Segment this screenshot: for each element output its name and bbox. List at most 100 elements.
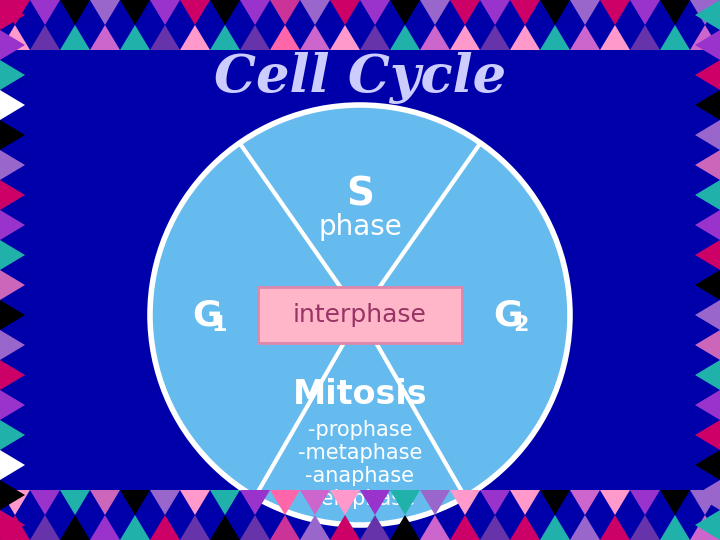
Polygon shape	[695, 330, 720, 360]
Polygon shape	[330, 515, 360, 540]
Text: Mitosis: Mitosis	[293, 379, 427, 411]
Polygon shape	[390, 0, 420, 25]
Polygon shape	[660, 490, 690, 515]
Polygon shape	[60, 0, 90, 25]
Polygon shape	[360, 515, 390, 540]
Polygon shape	[300, 515, 330, 540]
Polygon shape	[0, 510, 25, 540]
Polygon shape	[120, 490, 150, 515]
Polygon shape	[120, 515, 150, 540]
Polygon shape	[695, 120, 720, 150]
Polygon shape	[0, 480, 25, 510]
Polygon shape	[420, 490, 450, 515]
Polygon shape	[360, 0, 390, 25]
Polygon shape	[540, 0, 570, 25]
Polygon shape	[210, 0, 240, 25]
Polygon shape	[0, 390, 25, 420]
Polygon shape	[0, 210, 25, 240]
Polygon shape	[690, 490, 720, 515]
Polygon shape	[540, 490, 570, 515]
Polygon shape	[570, 0, 600, 25]
Polygon shape	[150, 25, 180, 50]
Polygon shape	[120, 25, 150, 50]
Text: 1: 1	[212, 315, 228, 335]
Text: -telophase: -telophase	[305, 489, 415, 509]
Polygon shape	[0, 515, 30, 540]
Polygon shape	[600, 490, 630, 515]
Text: -prophase: -prophase	[307, 420, 413, 440]
Polygon shape	[360, 490, 390, 515]
Polygon shape	[0, 0, 30, 25]
Polygon shape	[420, 0, 450, 25]
Polygon shape	[570, 25, 600, 50]
Polygon shape	[630, 490, 660, 515]
Text: S: S	[346, 176, 374, 214]
Polygon shape	[120, 0, 150, 25]
Polygon shape	[630, 0, 660, 25]
Polygon shape	[240, 0, 270, 25]
Text: phase: phase	[318, 213, 402, 241]
Polygon shape	[0, 270, 25, 300]
Polygon shape	[90, 515, 120, 540]
Polygon shape	[240, 490, 270, 515]
Polygon shape	[540, 515, 570, 540]
Polygon shape	[390, 490, 420, 515]
Polygon shape	[695, 150, 720, 180]
Polygon shape	[510, 490, 540, 515]
Polygon shape	[695, 390, 720, 420]
Polygon shape	[0, 30, 25, 60]
Polygon shape	[270, 25, 300, 50]
Polygon shape	[695, 450, 720, 480]
Polygon shape	[695, 180, 720, 210]
Polygon shape	[695, 30, 720, 60]
Polygon shape	[695, 420, 720, 450]
Polygon shape	[600, 0, 630, 25]
Polygon shape	[0, 90, 25, 120]
Text: G: G	[493, 298, 523, 332]
Polygon shape	[695, 300, 720, 330]
Text: interphase: interphase	[293, 303, 427, 327]
Polygon shape	[420, 515, 450, 540]
Polygon shape	[630, 25, 660, 50]
Polygon shape	[600, 515, 630, 540]
Polygon shape	[0, 150, 25, 180]
Polygon shape	[30, 515, 60, 540]
Polygon shape	[0, 490, 30, 515]
Polygon shape	[360, 25, 390, 50]
Polygon shape	[0, 240, 25, 270]
Polygon shape	[660, 25, 690, 50]
Polygon shape	[0, 0, 25, 30]
Polygon shape	[330, 0, 360, 25]
Polygon shape	[695, 210, 720, 240]
Polygon shape	[30, 0, 60, 25]
Polygon shape	[330, 490, 360, 515]
Polygon shape	[695, 480, 720, 510]
Polygon shape	[0, 450, 25, 480]
Polygon shape	[150, 490, 180, 515]
Polygon shape	[690, 515, 720, 540]
Polygon shape	[600, 25, 630, 50]
Polygon shape	[695, 360, 720, 390]
Polygon shape	[240, 25, 270, 50]
Text: -metaphase: -metaphase	[298, 443, 422, 463]
Polygon shape	[480, 0, 510, 25]
Polygon shape	[60, 490, 90, 515]
Polygon shape	[420, 25, 450, 50]
Polygon shape	[695, 90, 720, 120]
Polygon shape	[240, 515, 270, 540]
Polygon shape	[270, 515, 300, 540]
FancyBboxPatch shape	[258, 287, 462, 343]
Polygon shape	[540, 25, 570, 50]
Polygon shape	[510, 515, 540, 540]
Polygon shape	[510, 0, 540, 25]
Polygon shape	[270, 0, 300, 25]
Polygon shape	[300, 0, 330, 25]
Text: 2: 2	[513, 315, 528, 335]
Polygon shape	[570, 490, 600, 515]
Circle shape	[150, 105, 570, 525]
Polygon shape	[210, 490, 240, 515]
Polygon shape	[30, 490, 60, 515]
Polygon shape	[570, 515, 600, 540]
Polygon shape	[480, 25, 510, 50]
Polygon shape	[150, 515, 180, 540]
